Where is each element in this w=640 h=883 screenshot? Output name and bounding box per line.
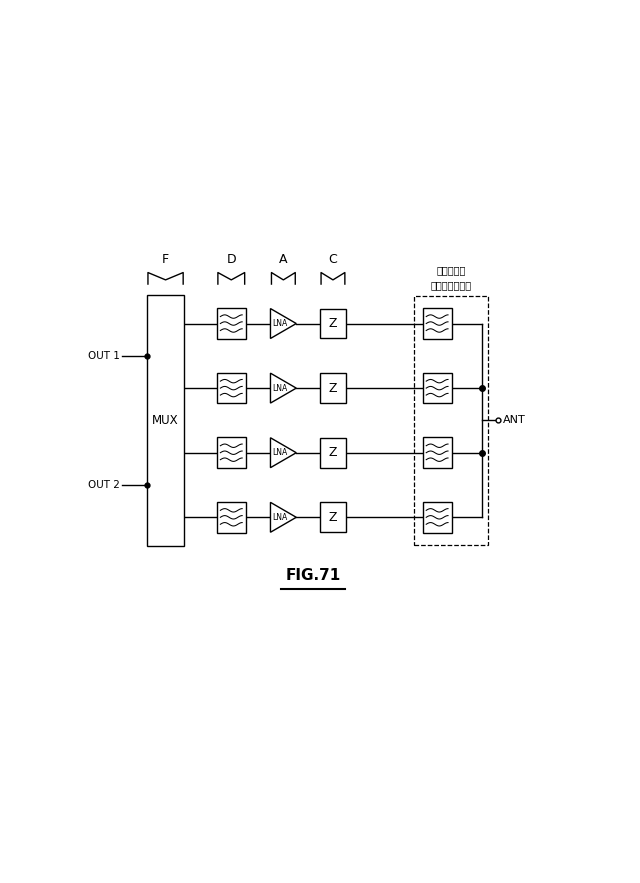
Bar	[414, 296, 488, 545]
Text: MUX: MUX	[152, 414, 179, 426]
Polygon shape	[271, 308, 296, 338]
Text: A: A	[279, 253, 287, 266]
Text: マルチプレクサ: マルチプレクサ	[430, 281, 471, 291]
Bar	[423, 437, 451, 468]
Text: LNA: LNA	[273, 513, 288, 522]
Bar	[147, 295, 184, 546]
Text: ANT: ANT	[502, 415, 525, 426]
Bar	[423, 373, 451, 404]
Polygon shape	[271, 374, 296, 403]
Text: D: D	[227, 253, 236, 266]
Bar	[320, 308, 346, 338]
Bar	[217, 437, 246, 468]
Bar	[320, 374, 346, 403]
Text: OUT 1: OUT 1	[88, 351, 120, 361]
Text: F: F	[162, 253, 169, 266]
Bar	[320, 438, 346, 468]
Polygon shape	[271, 438, 296, 468]
Text: Z: Z	[329, 317, 337, 330]
Text: FIG.71: FIG.71	[285, 568, 340, 583]
Bar	[423, 502, 451, 532]
Text: OUT 2: OUT 2	[88, 480, 120, 490]
Text: Z: Z	[329, 446, 337, 459]
Bar	[320, 502, 346, 532]
Bar	[217, 308, 246, 339]
Bar	[423, 308, 451, 339]
Text: LNA: LNA	[273, 319, 288, 328]
Text: LNA: LNA	[273, 449, 288, 457]
Text: LNA: LNA	[273, 383, 288, 393]
Polygon shape	[271, 502, 296, 532]
Text: Z: Z	[329, 381, 337, 395]
Bar	[217, 373, 246, 404]
Text: フィルタ／: フィルタ／	[436, 266, 465, 275]
Text: Z: Z	[329, 510, 337, 524]
Bar	[217, 502, 246, 532]
Text: C: C	[328, 253, 337, 266]
